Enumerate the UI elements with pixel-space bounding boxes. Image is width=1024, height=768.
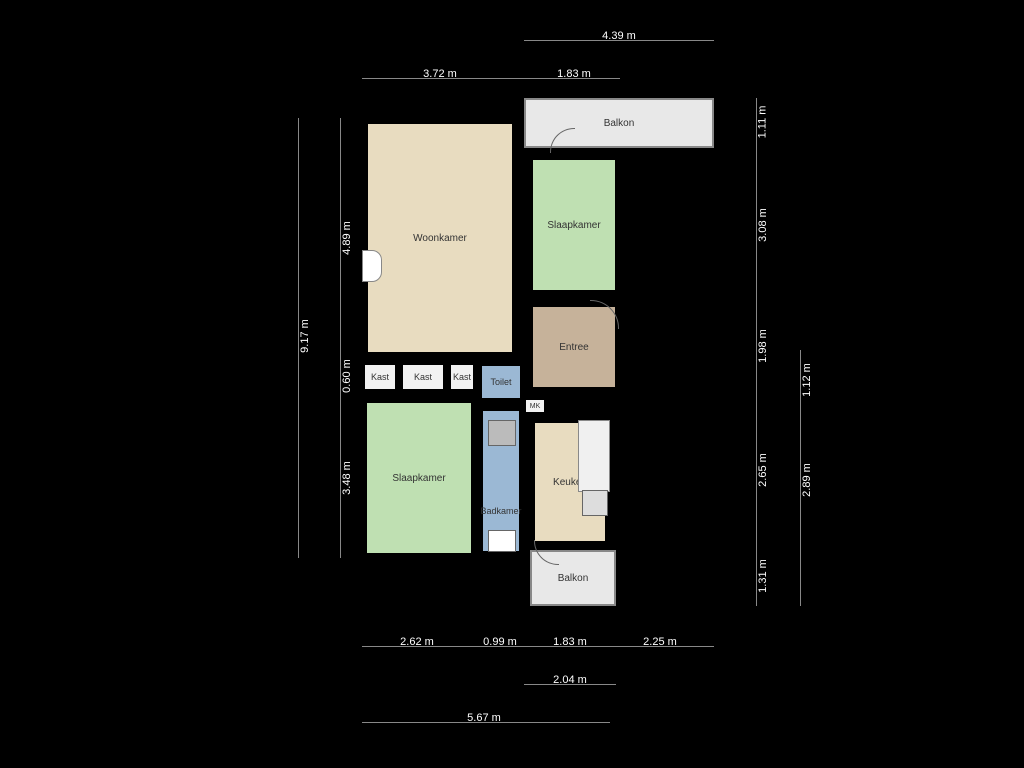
label-mk: MK xyxy=(530,403,541,410)
dim-right-0: 1.11 m xyxy=(756,106,768,139)
label-woonkamer: Woonkamer xyxy=(413,233,467,244)
dim-right-4: 2.65 m xyxy=(757,453,769,487)
label-kast-1: Kast xyxy=(371,372,389,382)
fixture-sink xyxy=(488,530,516,552)
label-kast-2: Kast xyxy=(414,372,432,382)
room-toilet: Toilet xyxy=(478,362,524,402)
dim-right-3: 1.12 m xyxy=(801,363,813,397)
dim-bot-3: 2.25 m xyxy=(643,636,677,648)
dim-left-2: 0.60 m xyxy=(341,359,353,393)
fixture-wm xyxy=(488,420,516,446)
label-entree: Entree xyxy=(559,342,588,353)
dim-right-2: 1.98 m xyxy=(757,329,769,363)
dim-left-1: 9.17 m xyxy=(299,319,311,353)
dim-bot-0: 2.62 m xyxy=(400,636,434,648)
fixture-stove xyxy=(582,490,608,516)
dim-right-1: 3.08 m xyxy=(757,208,769,242)
room-kast-1: Kast xyxy=(362,362,398,392)
floorplan-canvas: Balkon Woonkamer Slaapkamer Entree Kast … xyxy=(0,0,1024,768)
fixture-chair xyxy=(362,250,382,282)
room-mk: MK xyxy=(524,398,546,414)
dim-bot-5: 5.67 m xyxy=(467,712,501,724)
dim-top-1: 3.72 m xyxy=(423,68,457,80)
label-kast-3: Kast xyxy=(453,372,471,382)
dim-right-6: 1.31 m xyxy=(757,559,769,593)
label-slaapkamer-1: Slaapkamer xyxy=(547,220,600,231)
label-balkon-bottom: Balkon xyxy=(558,573,589,584)
dim-right-5: 2.89 m xyxy=(801,463,813,497)
label-badkamer: Badkamer xyxy=(480,506,521,516)
room-slaapkamer-2: Slaapkamer xyxy=(362,398,476,558)
dim-bot-1: 0.99 m xyxy=(483,636,517,648)
room-woonkamer: Woonkamer xyxy=(362,118,518,358)
label-toilet: Toilet xyxy=(490,377,511,387)
dim-top-2: 1.83 m xyxy=(557,68,591,80)
room-slaapkamer-1: Slaapkamer xyxy=(528,155,620,295)
room-kast-3: Kast xyxy=(448,362,476,392)
label-balkon-top: Balkon xyxy=(604,118,635,129)
dim-top-0: 4.39 m xyxy=(602,30,636,42)
dim-bot-4: 2.04 m xyxy=(553,674,587,686)
dim-bot-2: 1.83 m xyxy=(553,636,587,648)
dim-left-3: 3.48 m xyxy=(341,461,353,495)
fixture-counter xyxy=(578,420,610,492)
label-slaapkamer-2: Slaapkamer xyxy=(392,473,445,484)
room-kast-2: Kast xyxy=(400,362,446,392)
dim-left-0: 4.89 m xyxy=(341,221,353,255)
